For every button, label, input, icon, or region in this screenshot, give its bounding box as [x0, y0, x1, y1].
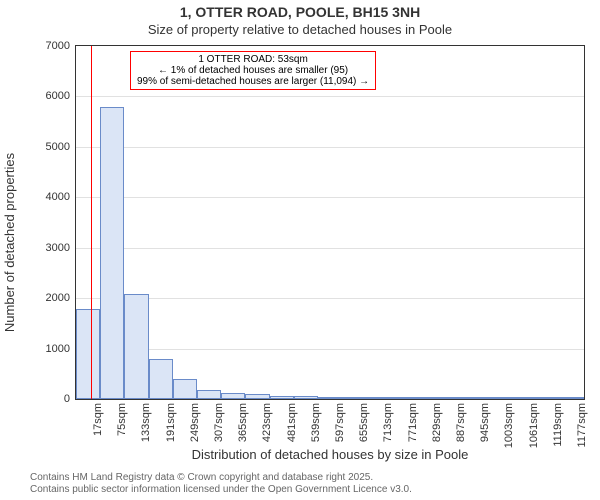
histogram-bar [439, 397, 463, 399]
histogram-bar [463, 397, 487, 399]
histogram-bar [124, 294, 148, 399]
y-tick-label: 3000 [20, 242, 70, 254]
x-tick-label: 1177sqm [576, 403, 588, 447]
x-tick-label: 655sqm [358, 403, 370, 442]
footer-line2: Contains public sector information licen… [30, 484, 590, 496]
y-tick-label: 0 [20, 393, 70, 405]
histogram-bar [149, 359, 173, 399]
histogram-bar [511, 397, 535, 399]
histogram-bar [366, 397, 390, 399]
y-tick-label: 4000 [20, 191, 70, 203]
histogram-bar [536, 397, 560, 399]
x-tick-label: 1061sqm [528, 403, 540, 448]
histogram-bar [487, 397, 511, 399]
histogram-bar [100, 107, 124, 399]
histogram-bar [270, 396, 294, 399]
histogram-bar [560, 397, 584, 399]
gridline-h [76, 248, 584, 249]
info-box-line: 1 OTTER ROAD: 53sqm [137, 54, 369, 65]
info-box-line: 99% of semi-detached houses are larger (… [137, 76, 369, 87]
gridline-h [76, 197, 584, 198]
histogram-bar [245, 394, 269, 399]
gridline-h [76, 349, 584, 350]
histogram-bar [221, 393, 245, 399]
property-info-box: 1 OTTER ROAD: 53sqm← 1% of detached hous… [130, 51, 376, 90]
page-title-line1: 1, OTTER ROAD, POOLE, BH15 3NH [0, 4, 600, 20]
histogram-bar [390, 397, 414, 399]
x-tick-label: 191sqm [165, 403, 177, 442]
histogram-bar [76, 309, 100, 399]
gridline-h [76, 96, 584, 97]
x-tick-label: 423sqm [261, 403, 273, 442]
histogram-bar [318, 397, 342, 399]
property-marker-line [91, 46, 92, 399]
gridline-h [76, 147, 584, 148]
page-title-line2: Size of property relative to detached ho… [0, 22, 600, 37]
x-tick-label: 771sqm [407, 403, 419, 442]
y-axis-label: Number of detached properties [2, 63, 17, 242]
footer-attribution: Contains HM Land Registry data © Crown c… [30, 472, 590, 496]
x-tick-label: 713sqm [382, 403, 394, 442]
gridline-h [76, 298, 584, 299]
x-tick-label: 249sqm [189, 403, 201, 442]
y-tick-label: 5000 [20, 141, 70, 153]
x-tick-label: 307sqm [213, 403, 225, 442]
x-tick-label: 75sqm [116, 403, 128, 436]
x-tick-label: 945sqm [479, 403, 491, 442]
y-tick-label: 2000 [20, 292, 70, 304]
x-tick-label: 481sqm [286, 403, 298, 442]
histogram-bar [294, 396, 318, 399]
histogram-bar [342, 397, 366, 399]
footer-line1: Contains HM Land Registry data © Crown c… [30, 472, 590, 484]
y-tick-label: 7000 [20, 40, 70, 52]
x-tick-label: 887sqm [455, 403, 467, 442]
info-box-line: ← 1% of detached houses are smaller (95) [137, 65, 369, 76]
x-axis-label: Distribution of detached houses by size … [75, 447, 585, 462]
histogram-bar [173, 379, 197, 399]
x-tick-label: 133sqm [140, 403, 152, 442]
x-tick-label: 365sqm [237, 403, 249, 442]
x-tick-label: 539sqm [310, 403, 322, 442]
y-tick-label: 6000 [20, 90, 70, 102]
histogram-bar [197, 390, 221, 399]
x-tick-label: 1119sqm [552, 403, 564, 447]
histogram-bar [415, 397, 439, 399]
y-tick-label: 1000 [20, 343, 70, 355]
histogram-plot [75, 45, 585, 400]
x-tick-label: 17sqm [92, 403, 104, 436]
x-tick-label: 1003sqm [503, 403, 515, 448]
x-tick-label: 597sqm [334, 403, 346, 442]
x-tick-label: 829sqm [431, 403, 443, 442]
